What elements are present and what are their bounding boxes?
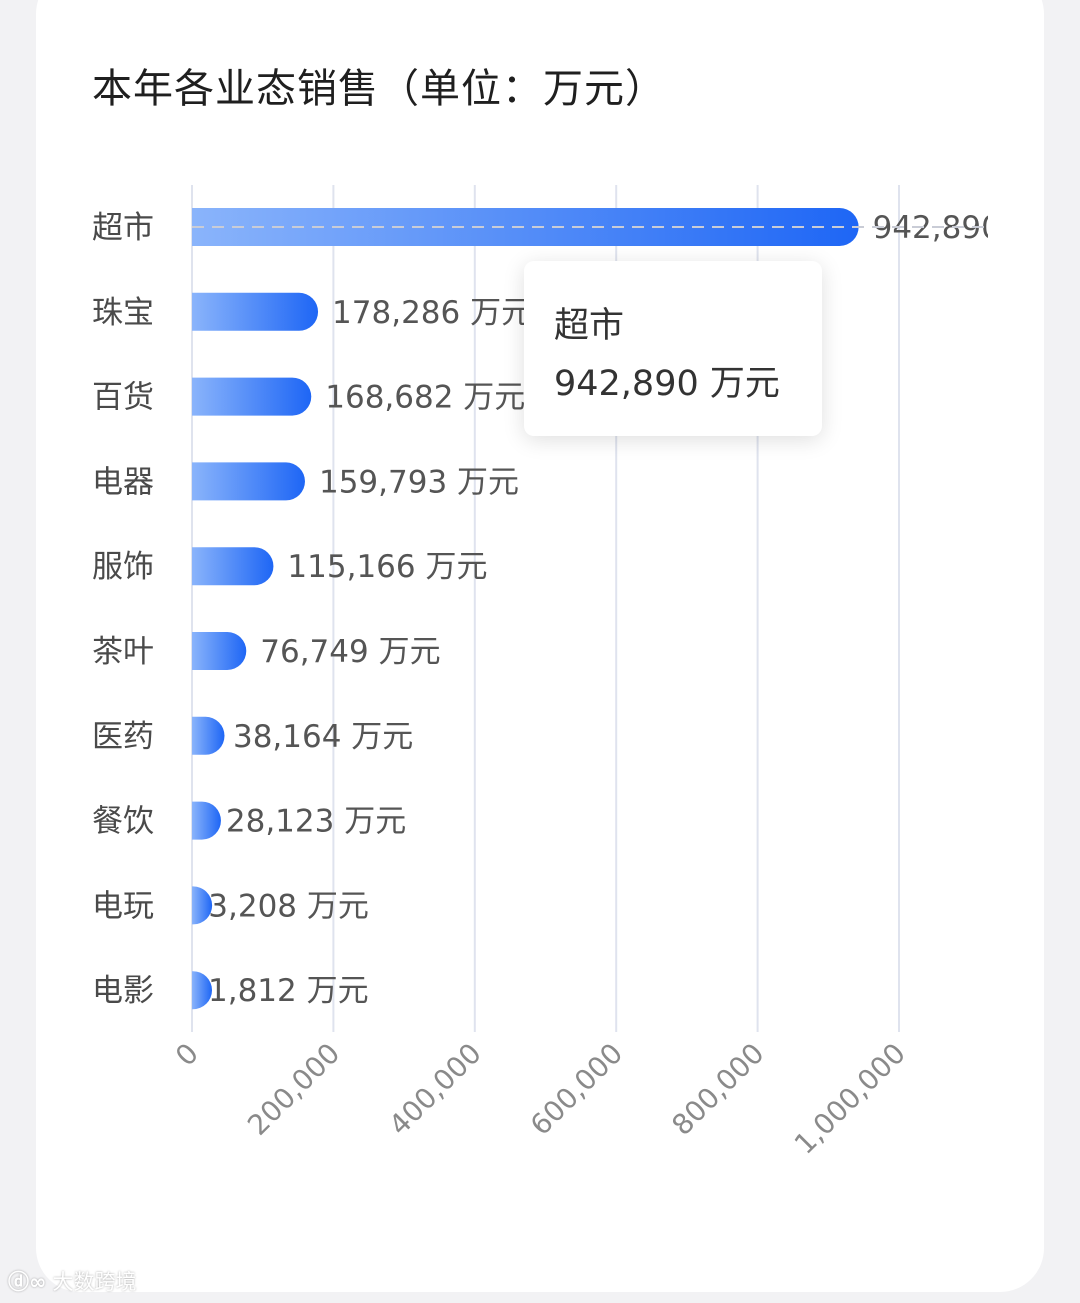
bar[interactable] [192, 377, 312, 416]
watermark: ⓓ∞ 大数跨境 [8, 1266, 137, 1296]
bar[interactable] [192, 886, 213, 925]
bar[interactable] [192, 547, 274, 586]
x-tick-label: 600,000 [524, 1037, 629, 1142]
data-label: 38,164 万元 [233, 719, 413, 755]
x-tick-label: 1,000,000 [788, 1037, 912, 1161]
category-label: 超市 [92, 210, 154, 246]
data-label: 3,208 万元 [208, 888, 369, 924]
bar[interactable] [192, 632, 247, 670]
x-tick-label: 800,000 [665, 1037, 770, 1142]
category-label: 电玩 [92, 888, 154, 924]
tooltip-category: 超市 [554, 306, 625, 346]
data-label: 168,682 万元 [325, 380, 525, 416]
chart-title: 本年各业态销售（单位：万元） [92, 66, 666, 112]
bar[interactable] [192, 971, 212, 1010]
bar[interactable] [192, 801, 221, 840]
bar[interactable] [192, 208, 859, 246]
bar[interactable] [192, 716, 225, 755]
watermark-text: 大数跨境 [52, 1270, 137, 1294]
category-label: 餐饮 [92, 804, 154, 840]
category-label: 电影 [92, 973, 154, 1009]
bar[interactable] [192, 292, 319, 331]
data-label: 178,286 万元 [332, 295, 532, 331]
x-tick-label: 400,000 [383, 1037, 488, 1142]
category-label: 电器 [92, 464, 154, 500]
bar[interactable] [192, 462, 305, 501]
bars [192, 208, 859, 1010]
category-label: 服饰 [92, 549, 154, 585]
data-label: 115,166 万元 [287, 549, 487, 585]
watermark-logo-icon: ⓓ∞ [8, 1270, 47, 1294]
category-label: 百货 [92, 380, 154, 416]
data-label: 76,749 万元 [260, 634, 440, 670]
data-label: 942,890 [873, 210, 1001, 246]
data-label: 28,123 万元 [226, 804, 406, 840]
category-label: 茶叶 [92, 634, 154, 670]
category-label: 医药 [92, 719, 154, 755]
data-label: 159,793 万元 [319, 464, 519, 500]
x-tick-label: 0 [169, 1037, 205, 1073]
data-label: 1,812 万元 [208, 973, 369, 1009]
category-label: 珠宝 [92, 295, 154, 331]
tooltip-value: 942,890 万元 [554, 364, 780, 404]
tooltip: 超市 942,890 万元 [524, 261, 822, 436]
x-tick-label: 200,000 [241, 1037, 346, 1142]
